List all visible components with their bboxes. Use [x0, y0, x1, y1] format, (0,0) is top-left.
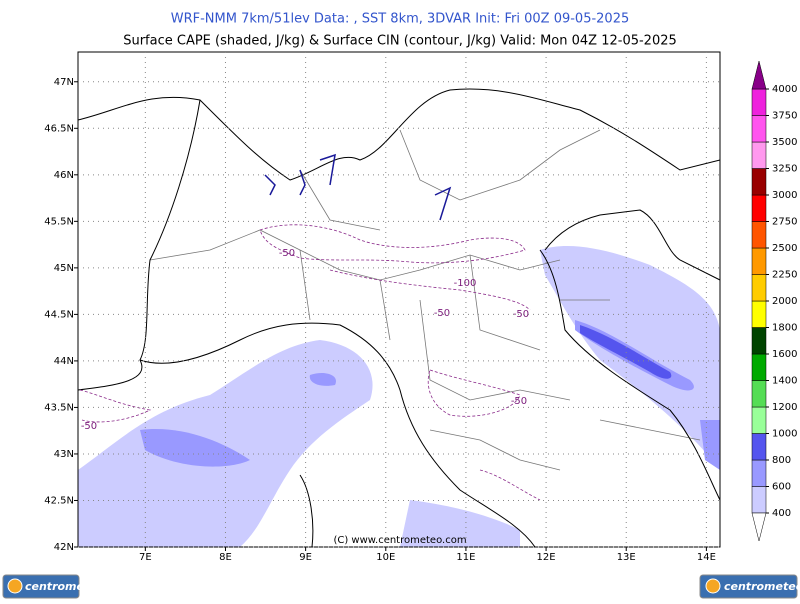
colorbar-label: 1400: [772, 376, 797, 387]
lon-label: 12E: [537, 552, 556, 563]
colorbar-label: 2000: [772, 296, 797, 307]
colorbar-box: [751, 141, 767, 169]
map-frame: [77, 51, 721, 548]
colorbar-box: [751, 486, 767, 514]
subtitle: Surface CAPE (shaded, J/kg) & Surface CI…: [123, 34, 677, 49]
colorbar-label: 800: [772, 455, 791, 466]
lat-label: 43.5N: [44, 402, 74, 413]
colorbar-box: [751, 300, 767, 328]
logo-box: [699, 574, 798, 599]
lon-label: 14E: [697, 552, 716, 563]
logo: centrometeo: [2, 574, 105, 599]
logo-text: centrometeo: [25, 580, 105, 593]
lat-label: 42N: [54, 542, 74, 553]
lon-label: 13E: [617, 552, 636, 563]
lat-label: 43N: [54, 449, 74, 460]
colorbar-label: 1000: [772, 429, 797, 440]
colorbar-box: [751, 88, 767, 116]
colorbar-box: [751, 327, 767, 355]
lon-label: 11E: [456, 552, 475, 563]
logo-icon: [705, 578, 721, 594]
lat-label: 45N: [54, 263, 74, 274]
contour-label: -50: [279, 248, 295, 259]
colorbar-label: 1800: [772, 323, 797, 334]
colorbar-label: 2750: [772, 217, 797, 228]
colorbar-label: 3500: [772, 137, 797, 148]
colorbar-box: [751, 194, 767, 222]
colorbar-label: 400: [772, 508, 791, 519]
colorbar-box: [751, 433, 767, 461]
colorbar-box: [751, 168, 767, 196]
colorbar-extend: [751, 60, 767, 90]
colorbar-label: 2250: [772, 270, 797, 281]
colorbar-label: 1600: [772, 349, 797, 360]
colorbar-label: 3250: [772, 164, 797, 175]
title: WRF-NMM 7km/51lev Data: , SST 8km, 3DVAR…: [171, 12, 630, 27]
colorbar-box: [751, 353, 767, 381]
contour-label: -50: [511, 396, 527, 407]
cape-strong: [580, 325, 672, 379]
colorbar-label: 600: [772, 482, 791, 493]
admin-borders: [149, 129, 701, 471]
lakes: [264, 153, 452, 221]
colorbar-box: [751, 274, 767, 302]
colorbar-box: [751, 380, 767, 408]
contour-label: -50: [434, 308, 450, 319]
colorbar-below: [751, 512, 767, 542]
colorbar-label: 3000: [772, 190, 797, 201]
copyright: (C) www.centrometeo.com: [333, 535, 466, 546]
colorbar-box: [751, 115, 767, 143]
cin-contours: [79, 224, 541, 501]
colorbar-box: [751, 221, 767, 249]
map-area: -50 -100 -50 -50 -50 -50 (C) www.centrom…: [77, 51, 721, 548]
lon-label: 10E: [376, 552, 395, 563]
lon-label: 7E: [139, 552, 152, 563]
colorbar-label: 3750: [772, 111, 797, 122]
lat-label: 44.5N: [44, 309, 74, 320]
lat-label: 46.5N: [44, 123, 74, 134]
colorbar-label: 4000: [772, 84, 797, 95]
lat-label: 44N: [54, 356, 74, 367]
borders-coast: [77, 88, 721, 548]
contour-label: -100: [454, 278, 477, 289]
logo: centrometeo: [699, 574, 800, 599]
logo-box: [2, 574, 80, 599]
colorbar-box: [751, 406, 767, 434]
contour-label: -50: [81, 421, 97, 432]
lon-label: 9E: [299, 552, 312, 563]
lat-label: 46N: [54, 170, 74, 181]
logo-icon: [7, 578, 23, 594]
lat-label: 45.5N: [44, 216, 74, 227]
contour-label: -50: [513, 309, 529, 320]
colorbar-box: [751, 247, 767, 275]
colorbar-label: 1200: [772, 402, 797, 413]
colorbar-box: [751, 459, 767, 487]
logo-text: centrometeo: [724, 580, 800, 593]
lon-label: 8E: [219, 552, 232, 563]
lat-label: 47N: [54, 77, 74, 88]
colorbar-label: 2500: [772, 243, 797, 254]
lat-label: 42.5N: [44, 495, 74, 506]
